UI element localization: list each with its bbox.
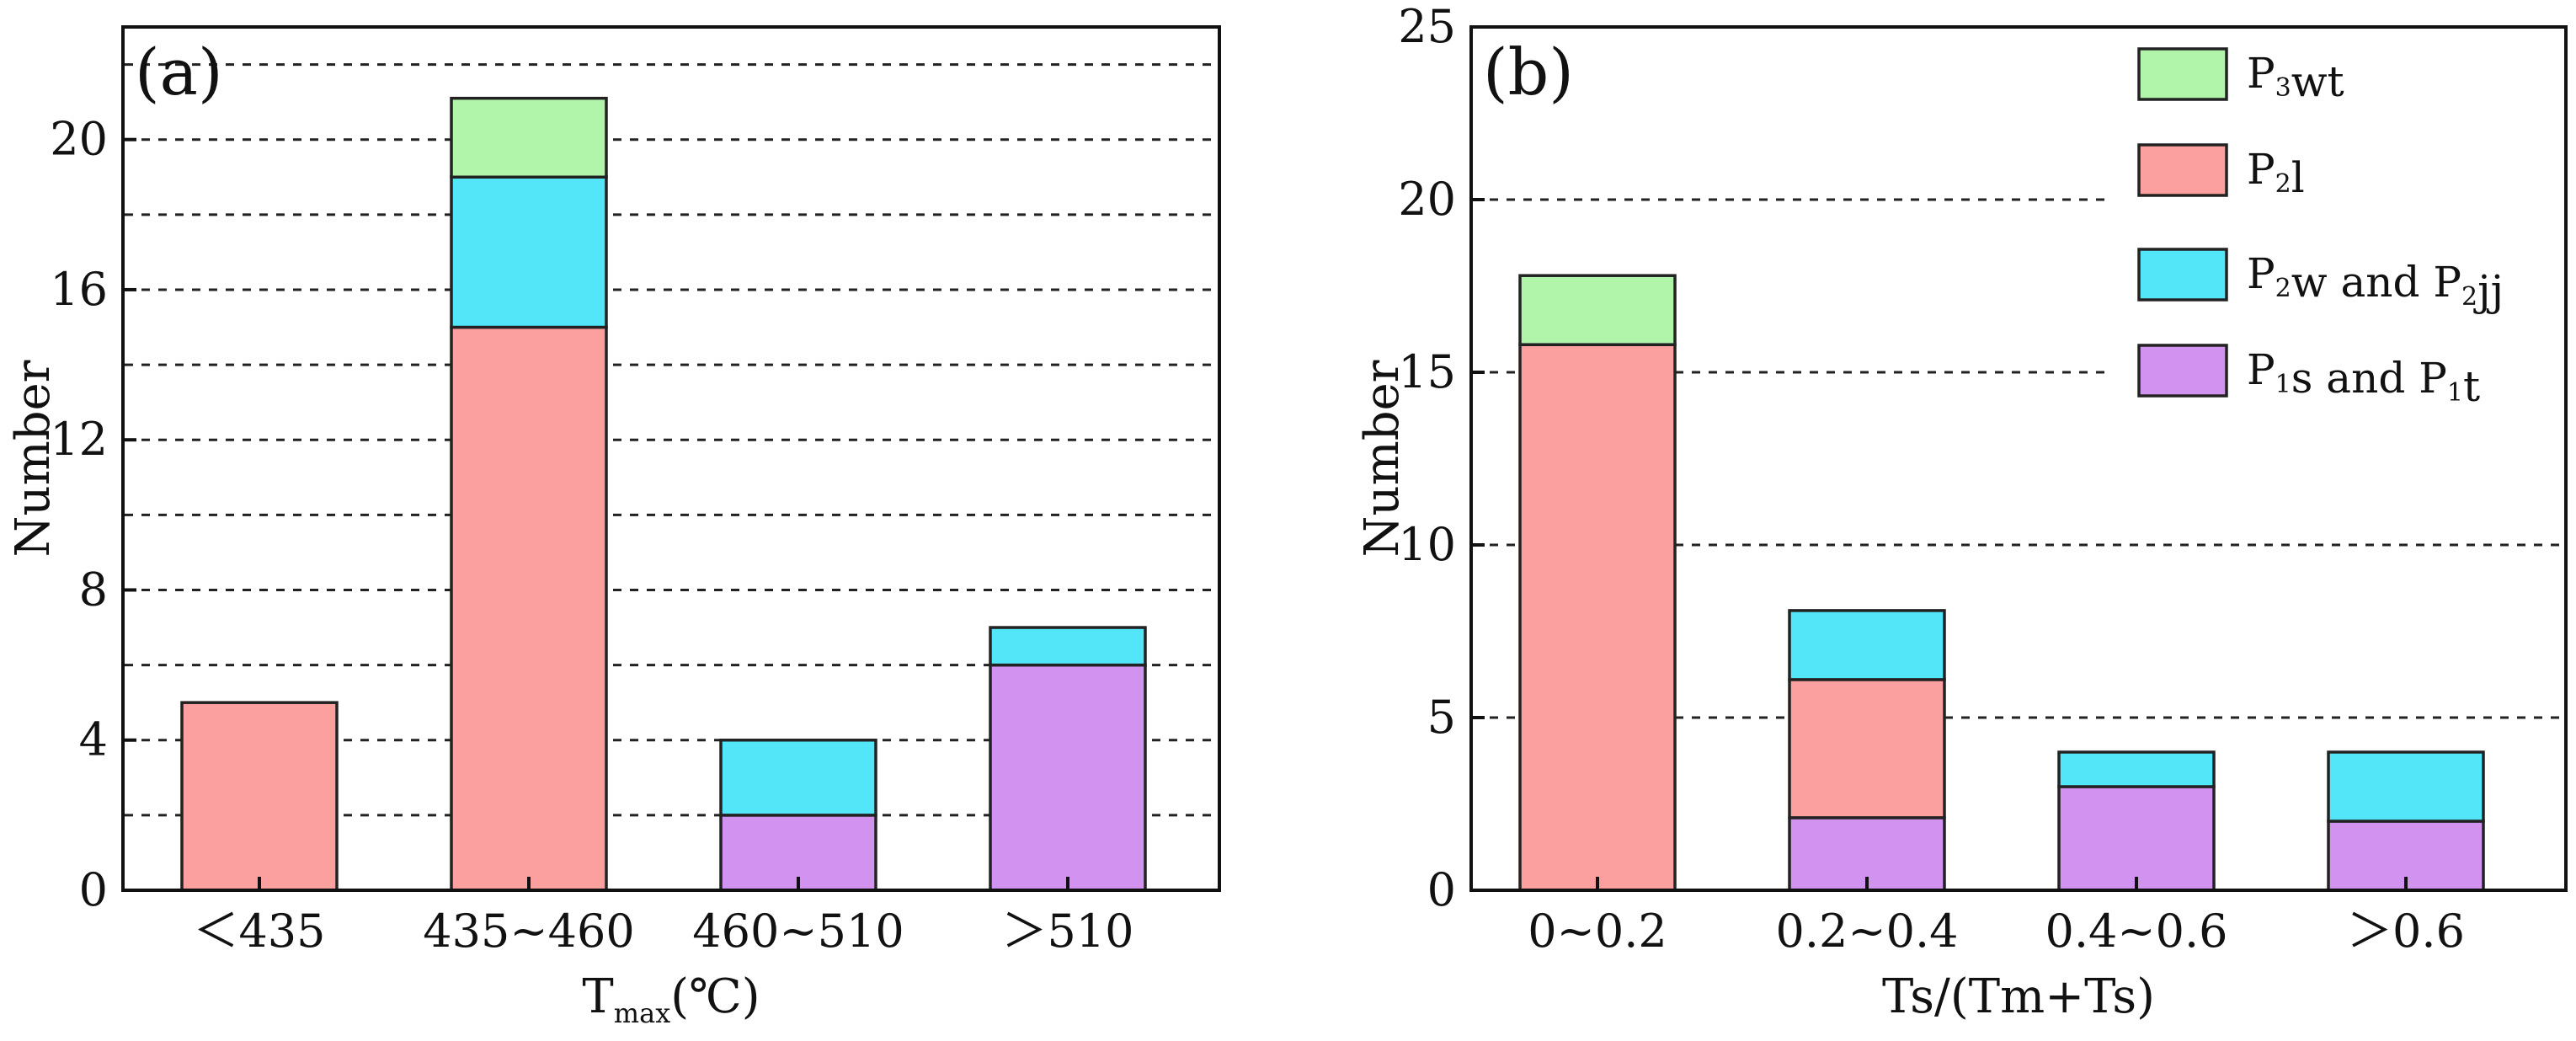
x-axis-label: Tmax(℃) [582, 969, 760, 1029]
plot-frame [1469, 25, 2568, 892]
bar-segment [180, 701, 339, 892]
x-tick-label: ＞0.6 [2347, 905, 2465, 958]
y-axis-label: Number [1355, 360, 1410, 557]
bar-segment [1518, 274, 1677, 346]
legend-label: P2w and P2jj [2247, 249, 2504, 315]
y-axis-label: Number [6, 360, 61, 557]
bar-segment [719, 738, 877, 817]
x-axis-label: Ts/(Tm+Ts) [1882, 969, 2155, 1024]
y-tick-label: 16 [50, 263, 108, 316]
x-tick-label: 0~0.2 [1528, 905, 1667, 958]
bar-segment [1788, 678, 1946, 819]
panel-label: (a) [135, 35, 223, 109]
bar-segment [450, 325, 608, 892]
y-tick-label: 4 [79, 713, 108, 766]
legend: P3wt P2l P2w and P2jj P1s and P1t [2137, 47, 2504, 411]
panel-label: (b) [1483, 35, 1574, 109]
bar-segment [2327, 750, 2485, 823]
bar-segment [1788, 609, 1946, 681]
x-tick-label: 0.2~0.4 [1775, 905, 1958, 958]
y-tick-label: 0 [1427, 863, 1456, 916]
bar-segment [450, 175, 608, 329]
bar-segment [450, 96, 608, 179]
y-tick-label: 5 [1427, 691, 1456, 744]
legend-swatch [2137, 143, 2228, 197]
x-tick-label: 0.4~0.6 [2045, 905, 2227, 958]
legend-label: P2l [2247, 145, 2305, 202]
x-tick-label: 460~510 [692, 905, 904, 958]
plot-frame [121, 25, 1221, 892]
y-tick-label: 20 [1398, 173, 1456, 226]
y-tick-label: 12 [50, 413, 108, 466]
y-tick-label: 25 [1398, 0, 1456, 53]
legend-swatch [2137, 344, 2228, 398]
x-tick-label: 435~460 [423, 905, 634, 958]
x-tick-label: ＞510 [1001, 905, 1133, 958]
y-tick-label: 20 [50, 113, 108, 166]
chart-panel-a: 0 4 8 12 16 20 ＜435 435~460 460~510 ＞510 Tmax(℃) Nu… [6, 25, 1221, 1029]
y-tick-label: 10 [1398, 518, 1456, 571]
bar-segment [989, 626, 1147, 667]
chart-panel-b: 0 5 10 15 20 25 0~0.2 0.2~0.4 0.4~0.6 ＞0.6 Ts/(Tm+… [1355, 0, 2568, 1024]
bar-segment [2057, 785, 2216, 892]
bar-segment [2057, 750, 2216, 788]
legend-label: P3wt [2247, 49, 2344, 106]
y-tick-label: 15 [1398, 345, 1456, 398]
bar-segment [1518, 343, 1677, 892]
y-tick-label: 8 [79, 563, 108, 616]
legend-swatch [2137, 248, 2228, 302]
x-tick-label: ＜435 [193, 905, 325, 958]
legend-label: P1s and P1t [2247, 345, 2480, 411]
legend-swatch [2137, 47, 2228, 101]
bar-segment [989, 663, 1147, 892]
y-tick-label: 0 [79, 863, 108, 916]
